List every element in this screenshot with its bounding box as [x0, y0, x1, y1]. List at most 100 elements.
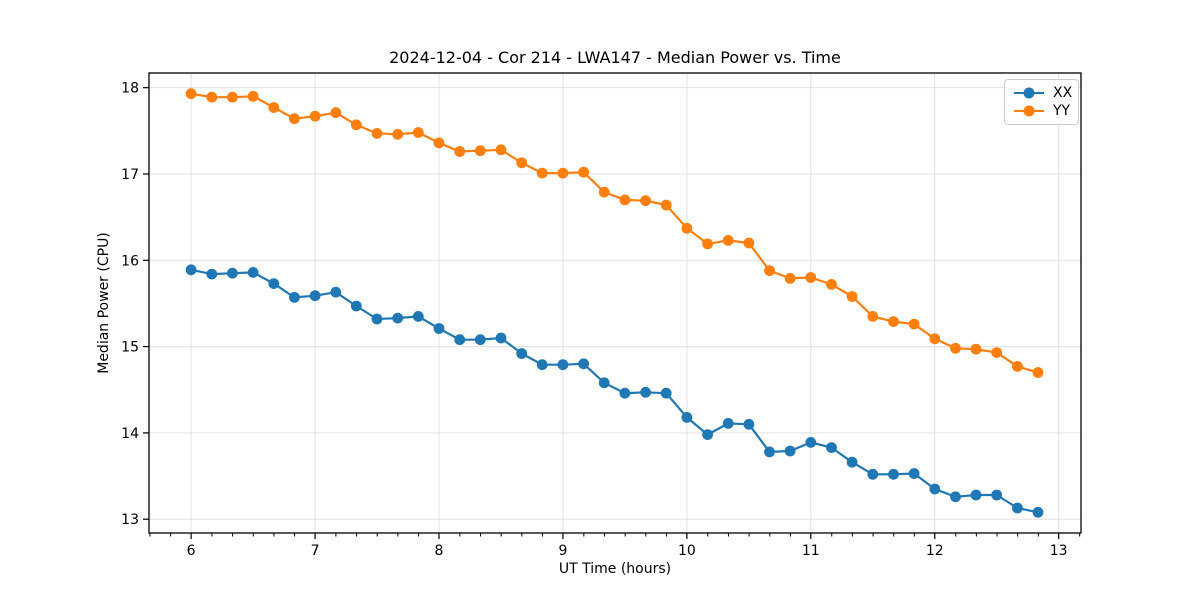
data-point-xx [1032, 506, 1044, 518]
data-point-yy [867, 311, 879, 322]
data-point-xx [660, 387, 672, 399]
data-point-xx [908, 468, 920, 479]
data-point-yy [392, 128, 404, 140]
grid-layer [149, 73, 1081, 533]
data-point-xx [330, 286, 342, 298]
data-point-yy [536, 167, 548, 179]
data-point-yy [371, 127, 383, 139]
legend-label-xx: XX [1053, 85, 1073, 101]
x-tick-label: 12 [926, 543, 944, 559]
data-point-yy [722, 235, 734, 246]
data-point-xx [206, 268, 218, 280]
data-point-xx [619, 387, 631, 399]
chart-title: 2024-12-04 - Cor 214 - LWA147 - Median P… [389, 48, 841, 67]
x-axis-label: UT Time (hours) [559, 561, 671, 577]
plot-border [148, 72, 1082, 534]
data-point-yy [578, 166, 589, 178]
data-point-yy [227, 91, 238, 103]
x-tick-label: 9 [558, 543, 567, 559]
data-point-yy [908, 318, 920, 330]
data-point-xx [867, 468, 879, 480]
data-point-xx [846, 456, 858, 468]
x-tick-label: 11 [802, 543, 820, 559]
data-point-yy [268, 102, 280, 113]
data-point-yy [826, 279, 837, 290]
data-point-xx [495, 332, 507, 344]
data-point-xx [350, 300, 362, 312]
data-point-yy [557, 167, 569, 179]
legend-marker-icon [1023, 87, 1035, 99]
data-point-xx [929, 483, 941, 495]
data-point-xx [516, 348, 528, 359]
data-point-xx [784, 445, 796, 457]
data-point-yy [805, 272, 817, 283]
data-point-yy [495, 144, 507, 156]
data-point-xx [227, 267, 238, 279]
data-point-yy [991, 347, 1003, 358]
data-point-xx [950, 491, 961, 503]
data-point-yy [309, 110, 321, 122]
data-point-xx [454, 334, 466, 346]
y-tick-label: 17 [121, 167, 139, 183]
y-tick-label: 15 [121, 340, 139, 356]
data-point-xx [681, 412, 693, 423]
data-point-yy [743, 237, 755, 249]
data-point-xx [371, 313, 383, 325]
axis-layer: 6 7 8 9 10 11 12 13 13 14 15 16 17 18 [121, 72, 1082, 559]
data-point-xx [289, 292, 300, 303]
data-point-yy [784, 273, 796, 284]
data-point-yy [660, 199, 672, 211]
data-point-yy [1032, 367, 1044, 378]
data-point-yy [247, 90, 259, 102]
data-point-xx [598, 377, 610, 389]
legend: XX YY [1004, 79, 1079, 125]
data-point-yy [516, 157, 528, 169]
data-point-yy [206, 91, 218, 103]
data-point-xx [702, 429, 713, 440]
data-point-xx [764, 446, 775, 458]
x-tick-label: 6 [187, 543, 196, 559]
data-point-xx [888, 468, 899, 480]
data-point-xx [578, 358, 589, 370]
data-point-xx [970, 489, 982, 501]
data-point-yy [1012, 361, 1023, 372]
data-point-xx [474, 334, 486, 346]
data-point-xx [991, 489, 1003, 501]
legend-line-sample-xx [1014, 87, 1044, 99]
legend-item-yy: YY [1014, 102, 1071, 120]
data-point-yy [330, 107, 342, 119]
data-point-yy [950, 342, 961, 354]
data-point-yy [412, 127, 424, 138]
data-point-xx [185, 264, 197, 276]
y-tick-label: 18 [121, 81, 139, 97]
data-point-yy [598, 186, 610, 198]
y-tick-label: 16 [121, 253, 139, 269]
data-point-xx [268, 278, 280, 289]
data-point-yy [350, 119, 362, 131]
legend-line-sample-yy [1014, 105, 1044, 117]
data-point-xx [247, 267, 259, 278]
data-point-xx [309, 290, 321, 302]
data-point-yy [289, 113, 300, 125]
data-point-xx [722, 418, 734, 429]
data-point-xx [826, 442, 837, 453]
data-point-yy [929, 333, 941, 345]
data-point-yy [764, 265, 775, 276]
legend-item-xx: XX [1014, 84, 1073, 102]
data-point-xx [412, 311, 424, 322]
data-point-xx [433, 323, 445, 334]
data-point-xx [392, 312, 404, 324]
data-point-xx [557, 359, 569, 371]
data-point-yy [702, 238, 713, 250]
data-point-xx [805, 437, 817, 448]
data-point-yy [185, 88, 197, 100]
x-tick-label: 10 [678, 543, 696, 559]
data-point-yy [454, 146, 466, 157]
y-axis-label: Median Power (CPU) [96, 232, 112, 374]
data-point-yy [433, 137, 445, 149]
x-tick-label: 7 [311, 543, 320, 559]
legend-marker-icon [1023, 105, 1035, 117]
data-point-yy [888, 316, 899, 327]
